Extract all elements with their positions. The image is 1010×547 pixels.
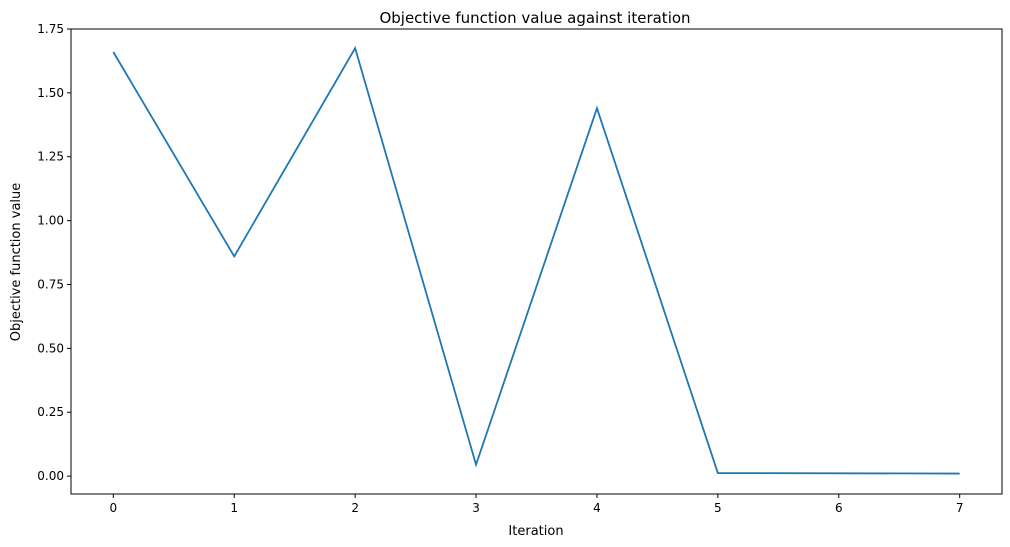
y-tick-label: 1.25: [37, 150, 64, 164]
y-tick-label: 1.50: [37, 86, 64, 100]
y-tick-label: 0.00: [37, 469, 64, 483]
x-tick-label: 3: [472, 501, 480, 515]
series-line: [112, 45, 960, 475]
y-axis: 0.00 0.25 0.50 0.75 1.00 1.25 1.50 1.75: [37, 22, 71, 483]
y-tick-label: 0.75: [37, 277, 64, 291]
y-tick-label: 1.00: [37, 214, 64, 228]
x-tick-label: 0: [109, 501, 117, 515]
y-tick-label: 0.25: [37, 405, 64, 419]
x-tick-label: 7: [956, 501, 964, 515]
y-tick-label: 1.75: [37, 22, 64, 36]
x-axis-label: Iteration: [508, 524, 563, 539]
y-axis-label: Objective function value: [9, 183, 24, 342]
x-tick-label: 1: [230, 501, 238, 515]
x-tick-label: 2: [351, 501, 359, 515]
x-tick-label: 5: [714, 501, 722, 515]
x-tick-label: 6: [835, 501, 843, 515]
plot-area-frame: [70, 28, 1003, 495]
series-layer: [112, 45, 960, 475]
x-axis: 0 1 2 3 4 5 6 7: [109, 494, 964, 515]
chart-title: Objective function value against iterati…: [379, 9, 690, 27]
y-tick-label: 0.50: [37, 341, 64, 355]
x-tick-label: 4: [593, 501, 601, 515]
